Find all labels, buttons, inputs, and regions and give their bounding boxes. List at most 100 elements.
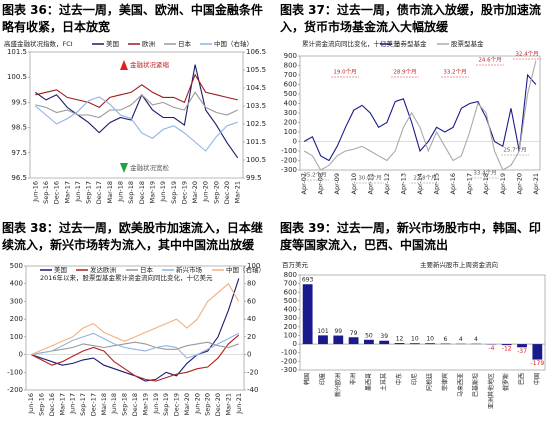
x-tick-label: Jun-20 [193, 393, 201, 415]
y2-tick-label: 0 [247, 351, 251, 359]
x-tick-label: Dec-18 [138, 181, 146, 204]
y-tick-label: 99.5 [11, 98, 27, 106]
x-tick-label: Mar-20 [191, 181, 199, 203]
y2-tick-label: -20 [247, 368, 258, 376]
y-tick-label: 0 [293, 340, 297, 348]
bar [532, 344, 543, 360]
x-tick-label: Jun-18 [110, 393, 118, 415]
x-tick-label: Sep-19 [170, 181, 178, 204]
x-tick-label: Mar-17 [63, 181, 71, 203]
x-tick-label: Sep-18 [121, 393, 129, 416]
value-label: -4 [488, 345, 494, 352]
y-tick-label: 400 [284, 100, 297, 108]
y-tick-label: 96.5 [11, 174, 27, 182]
y-tick-label: -300 [281, 166, 297, 174]
value-label: -12 [502, 346, 512, 353]
legend-label: 新兴市场 [176, 265, 203, 274]
y-tick-label: 500 [284, 297, 297, 305]
x-tick-label: 阿根廷 [426, 373, 434, 391]
value-label: 50 [365, 332, 373, 339]
annotation-arrow [120, 60, 128, 70]
value-label: 101 [317, 328, 329, 335]
y-tick-label: 101.5 [7, 48, 27, 56]
value-label: -37 [517, 348, 527, 355]
series-line [31, 341, 239, 356]
bar [394, 343, 405, 345]
value-label: 693 [302, 277, 314, 284]
y2-tick-label: 99.5 [246, 174, 262, 182]
chart-title: 图表 39：过去一周，新兴市场股市中，韩国、印度等国家流入，巴西、中国流出 [280, 221, 541, 252]
legend-label: 中国（右轴） [226, 265, 265, 274]
annotation: 19.0个月 [333, 69, 356, 76]
x-tick-label: Mar-21 [224, 393, 232, 415]
legend-label: 债券型基金 [394, 39, 427, 48]
x-tick-label: Dec-19 [180, 181, 188, 204]
x-tick-label: Apr-18 [482, 173, 490, 194]
y2-tick-label: 102.5 [246, 120, 266, 128]
chart-subtitle: 高盛金融状况指数，FCI [4, 39, 73, 48]
y-tick-label: -200 [7, 386, 23, 394]
x-tick-label: Dec-20 [214, 393, 222, 416]
chart-subtitle: 2016年以来，股票型基金累计资金流向同比变化，十亿美元 [40, 273, 213, 282]
x-tick-label: Sep-16 [38, 393, 46, 416]
x-tick-label: Sep-20 [204, 393, 212, 416]
series-line [35, 73, 238, 109]
value-label: 12 [396, 336, 404, 343]
bar [409, 343, 420, 345]
y-tick-label: 900 [284, 52, 297, 60]
x-tick-label: Apr-07 [300, 173, 308, 194]
value-label: 79 [350, 330, 358, 337]
y2-tick-label: 101.5 [246, 138, 266, 146]
annotation: 金融状况紧缩 [130, 60, 170, 69]
x-tick-label: Apr-21 [532, 173, 540, 194]
x-tick-label: 韩国 [303, 373, 311, 385]
series-line [30, 282, 240, 356]
y-tick-label: 300 [284, 314, 297, 322]
y-tick-label: 0 [19, 351, 23, 359]
y-tick-label: 400 [10, 280, 23, 288]
legend-label: 欧洲 [142, 39, 155, 48]
x-tick-label: Dec-16 [48, 393, 56, 416]
y2-tick-label: 40 [247, 315, 256, 323]
annotation: 28.9个月 [393, 69, 416, 76]
annotation: 24.6个月 [478, 57, 501, 64]
annotation-arrow [120, 163, 128, 173]
x-tick-label: Mar-21 [234, 181, 242, 203]
value-label: 6 [444, 336, 448, 343]
x-tick-label: Mar-18 [100, 393, 108, 415]
y-tick-label: 500 [284, 90, 297, 98]
x-tick-label: 印度 [318, 373, 326, 385]
annotation: 23.8个月 [413, 175, 436, 182]
x-tick-label: 俄罗斯 [502, 373, 510, 391]
legend-label: 日本 [140, 265, 154, 274]
bar [425, 343, 436, 345]
x-tick-label: Sep-17 [79, 393, 87, 416]
x-tick-label: Apr-14 [416, 173, 424, 194]
series-line [31, 332, 240, 359]
x-tick-label: Mar-20 [183, 393, 191, 415]
annotation: 30.0个月 [358, 175, 381, 182]
y2-tick-label: 80 [247, 280, 256, 288]
chart-title: 图表 38：过去一周，欧美股市加速流入，日本继续流入，新兴市场转为流入，其中中国… [2, 221, 263, 252]
x-tick-label: Dec-17 [89, 393, 97, 416]
y-tick-label: 100 [10, 333, 23, 341]
x-tick-label: Sep-19 [162, 393, 170, 416]
y-tick-label: -300 [281, 366, 297, 374]
plot-frame [299, 274, 546, 371]
value-label: 4 [474, 336, 478, 343]
annotation: 金融状况宽松 [130, 163, 170, 172]
x-tick-label: Jun-20 [202, 181, 210, 203]
y2-tick-label: -40 [247, 386, 258, 394]
y-tick-label: 800 [284, 271, 297, 279]
x-tick-label: 巴基斯坦 [472, 373, 480, 397]
y2-tick-label: 105.5 [246, 66, 266, 74]
x-tick-label: 新兴欧洲 [334, 373, 342, 397]
y-tick-label: 0 [293, 138, 297, 146]
x-tick-label: Apr-12 [383, 173, 391, 194]
x-tick-label: 巴西 [519, 373, 526, 385]
y-tick-label: 400 [284, 306, 297, 314]
value-label: 39 [380, 333, 388, 340]
x-tick-label: 中东 [395, 373, 403, 385]
